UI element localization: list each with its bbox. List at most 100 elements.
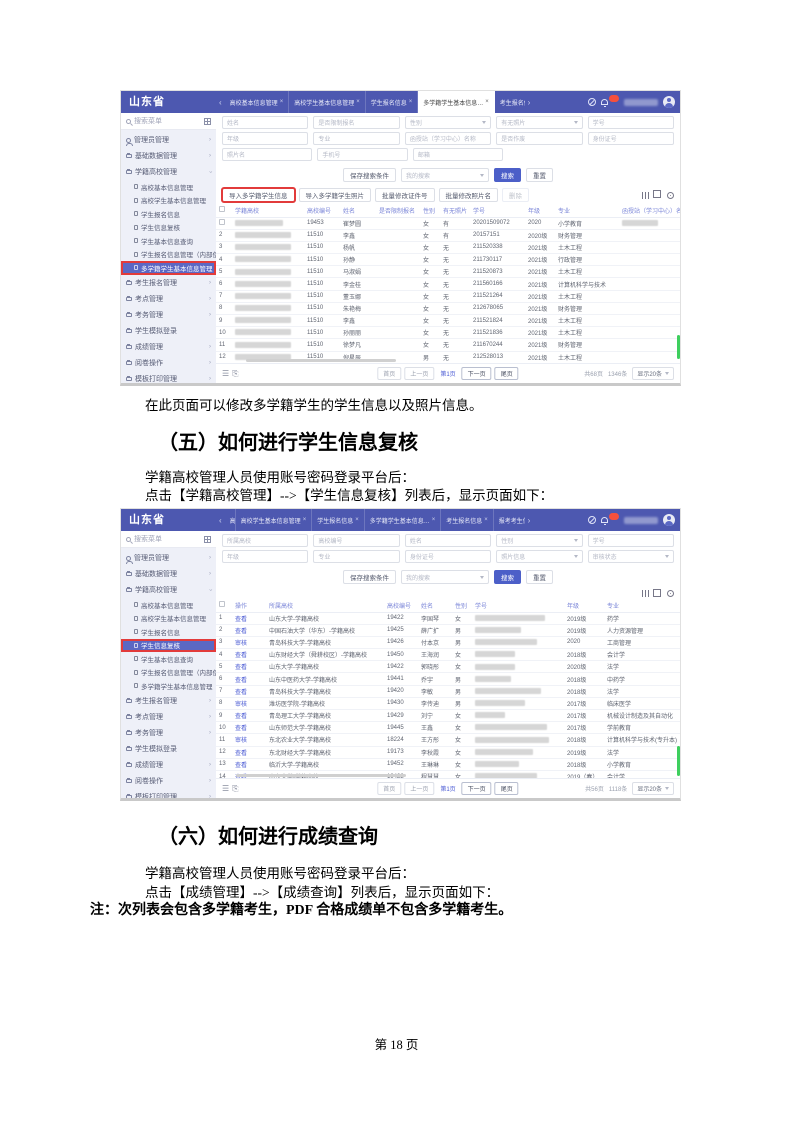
menu-search-input[interactable]: 搜索菜单 <box>121 113 216 130</box>
checkbox[interactable] <box>219 601 225 608</box>
menu-collapse-icon[interactable] <box>204 117 211 125</box>
first-page-button[interactable]: 首页 <box>377 367 402 380</box>
reset-button[interactable]: 重置 <box>526 570 553 584</box>
sidebar-item-0[interactable]: 管理员管理 › <box>121 550 216 566</box>
prev-page-button[interactable]: 上一页 <box>404 367 435 380</box>
filter-input[interactable]: 所属高校 <box>222 534 309 547</box>
sidebar-subitem-2[interactable]: 学生报名信息 <box>121 207 216 221</box>
filter-input[interactable]: 年级 <box>222 132 309 145</box>
sidebar-subitem-6[interactable]: 多学籍学生基本信息管理 <box>121 679 216 693</box>
view-link[interactable]: 审核 <box>235 701 248 708</box>
last-page-button[interactable]: 尾页 <box>494 367 519 380</box>
next-page-button[interactable]: 下一页 <box>461 782 492 795</box>
tabs-scroll-right-icon[interactable]: › <box>527 97 531 107</box>
avatar[interactable] <box>663 96 675 108</box>
my-search-select[interactable]: 我的搜索 <box>401 168 489 182</box>
filter-input[interactable]: 专业 <box>313 550 400 563</box>
last-page-button[interactable]: 尾页 <box>494 782 519 795</box>
sidebar-item-8[interactable]: 阅卷操作 › <box>121 773 216 789</box>
sidebar-subitem-1[interactable]: 高校学生基本信息管理 <box>121 612 216 626</box>
view-link[interactable]: 查看 <box>235 726 248 733</box>
sidebar-subitem-0[interactable]: 高校基本信息管理 <box>121 598 216 612</box>
sidebar-item-2[interactable]: 学籍高校管理 › <box>121 164 216 180</box>
settings-icon[interactable] <box>667 191 674 199</box>
tab-close-icon[interactable]: × <box>302 517 307 523</box>
tabs-scroll-right-icon[interactable]: › <box>527 515 531 525</box>
my-search-select[interactable]: 我的搜索 <box>401 570 489 584</box>
vertical-scrollbar[interactable] <box>677 746 680 776</box>
sidebar-subitem-5[interactable]: 学生报名信息管理（内部使用） <box>121 666 216 680</box>
avatar[interactable] <box>663 514 675 526</box>
sidebar-subitem-3[interactable]: 学生信息复核 <box>121 638 216 652</box>
tab-4[interactable]: 考生报名信息× <box>441 509 494 531</box>
sidebar-item-3[interactable]: 考生报名管理 › <box>121 693 216 709</box>
vertical-scrollbar[interactable] <box>677 335 680 359</box>
view-link[interactable]: 查看 <box>235 616 248 623</box>
filter-input[interactable]: 年级 <box>222 550 309 563</box>
view-link[interactable]: 查看 <box>235 665 248 672</box>
checkbox[interactable] <box>219 219 225 226</box>
sidebar-subitem-3[interactable]: 学生信息复核 <box>121 221 216 235</box>
tab-close-icon[interactable]: × <box>355 517 359 523</box>
sidebar-item-3[interactable]: 考生报名管理 › <box>121 275 216 291</box>
filter-input[interactable]: 函授站（学习中心）名称 <box>404 132 492 145</box>
filter-input[interactable]: 姓名 <box>222 116 309 129</box>
sidebar-item-9[interactable]: 模板打印管理 › <box>121 789 216 798</box>
tab-2[interactable]: 学生报名信息 × <box>366 91 419 113</box>
tab-4[interactable]: 考生报名信息× <box>495 91 525 113</box>
tab-3[interactable]: 多学籍学生基本信息… × <box>365 509 442 531</box>
sidebar-item-4[interactable]: 考点管理 › <box>121 709 216 725</box>
notification-bell-icon[interactable] <box>601 517 608 525</box>
filter-input[interactable]: 专业 <box>313 132 400 145</box>
copy-icon[interactable] <box>653 190 661 198</box>
filter-select[interactable]: 审核状态 <box>587 550 675 563</box>
sidebar-item-5[interactable]: 考务管理 › <box>121 307 216 323</box>
view-link[interactable]: 查看 <box>235 762 248 769</box>
filter-input[interactable]: 邮箱 <box>412 148 504 161</box>
view-link[interactable]: 审核 <box>235 640 248 647</box>
copy-icon[interactable] <box>653 588 661 597</box>
checkbox[interactable] <box>219 206 225 213</box>
sidebar-subitem-5[interactable]: 学生报名信息管理（内部使用） <box>121 248 216 262</box>
filter-select[interactable]: 性别 <box>404 116 492 129</box>
list-settings-icon[interactable]: ☰ <box>222 784 230 793</box>
column-settings-icon[interactable] <box>642 191 649 199</box>
view-link[interactable]: 查看 <box>235 677 248 684</box>
tabs-scroll-left-icon[interactable]: ‹ <box>219 97 222 107</box>
view-link[interactable]: 审核 <box>235 738 248 745</box>
filter-input[interactable]: 是否限制报名 <box>313 116 400 129</box>
filter-input[interactable]: 照片名 <box>222 148 313 161</box>
sidebar-item-8[interactable]: 阅卷操作 › <box>121 355 216 371</box>
filter-input[interactable]: 高校编号 <box>313 534 400 547</box>
tab-close-icon[interactable]: × <box>431 517 436 523</box>
sidebar-subitem-0[interactable]: 高校基本信息管理 <box>121 180 216 194</box>
sidebar-item-9[interactable]: 模板打印管理 › <box>121 371 216 384</box>
page-size-select[interactable]: 显示20条 <box>632 782 674 795</box>
tab-close-icon[interactable]: × <box>279 99 284 105</box>
tab-1[interactable]: 高校学生基本信息管理 × <box>236 509 313 531</box>
save-search-button[interactable]: 保存搜索条件 <box>343 570 396 584</box>
filter-input[interactable]: 学号 <box>587 534 675 547</box>
view-link[interactable]: 查看 <box>235 653 248 660</box>
action-button-2[interactable]: 批量修改证件号 <box>375 188 435 202</box>
tabs-scroll-left-icon[interactable]: ‹ <box>219 515 222 525</box>
notification-bell-icon[interactable] <box>601 99 608 107</box>
horizontal-scrollbar[interactable] <box>246 359 396 362</box>
tab-1[interactable]: 高校学生基本信息管理 × <box>289 91 366 113</box>
export-icon[interactable]: ⎘ <box>232 783 239 793</box>
tab-5[interactable]: 报考考生信息× <box>494 509 525 531</box>
menu-collapse-icon[interactable] <box>204 535 211 543</box>
tab-3[interactable]: 多学籍学生基本信息… × <box>418 91 495 113</box>
sidebar-subitem-1[interactable]: 高校学生基本信息管理 <box>121 194 216 208</box>
sidebar-item-2[interactable]: 学籍高校管理 › <box>121 582 216 598</box>
filter-select[interactable]: 有无照片 <box>496 116 583 129</box>
first-page-button[interactable]: 首页 <box>377 782 402 795</box>
tab-0[interactable]: 高校基本信息管理× <box>225 91 290 113</box>
sidebar-item-6[interactable]: 学生模拟登录 <box>121 741 216 757</box>
sidebar-subitem-6[interactable]: 多学籍学生基本信息管理 <box>121 261 216 275</box>
prev-page-button[interactable]: 上一页 <box>404 782 435 795</box>
sidebar-item-7[interactable]: 成绩管理 › <box>121 757 216 773</box>
reset-button[interactable]: 重置 <box>526 168 553 182</box>
menu-search-input[interactable]: 搜索菜单 <box>121 531 216 548</box>
sidebar-item-5[interactable]: 考务管理 › <box>121 725 216 741</box>
